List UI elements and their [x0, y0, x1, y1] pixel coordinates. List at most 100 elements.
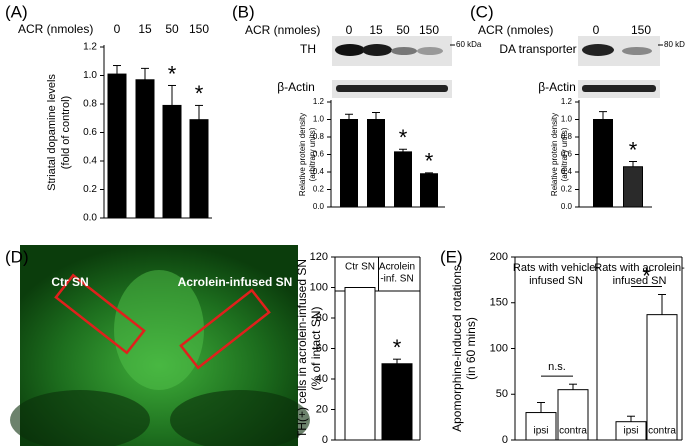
y-tick-label: 60	[316, 342, 328, 354]
y-tick-label: 0.6	[561, 150, 573, 159]
significance: *	[393, 335, 402, 360]
x-tick-label: contra	[559, 426, 587, 437]
x-tick-label: Acrolein	[379, 262, 415, 273]
panel-label: (A)	[5, 2, 28, 21]
significance: *	[168, 61, 177, 86]
x-tick-label: 50	[165, 22, 179, 36]
y-axis-label: Apomorphine-induced rotations	[450, 265, 464, 432]
y-tick-label: 1.2	[561, 97, 573, 106]
x-tick-label: -inf. SN	[380, 274, 413, 285]
y-tick-label: 200	[490, 251, 508, 263]
y-axis-label: TH(+) cells in acrolein-infused SN	[295, 259, 309, 438]
y-tick-label: 1.0	[561, 115, 573, 124]
x-header: ACR (nmoles)	[18, 22, 93, 36]
blot-label: β-Actin	[538, 80, 576, 94]
y-axis-label: (fold of control)	[60, 96, 72, 169]
bar	[344, 287, 376, 441]
blot-label: DA transporter	[499, 42, 576, 56]
y-tick-label: 40	[316, 373, 328, 385]
blot-size: 60 kDa	[456, 40, 482, 49]
comparison-label: *	[642, 263, 651, 288]
panel-label: (D)	[5, 247, 29, 266]
y-tick-label: 100	[490, 342, 508, 354]
significance: *	[425, 149, 434, 174]
panel-label: (B)	[232, 2, 255, 21]
x-tick-label: contra	[648, 426, 676, 437]
y-axis-label: Striatal dopamine levels	[46, 74, 58, 191]
x-tick-label: 15	[369, 23, 383, 37]
y-tick-label: 0.2	[83, 184, 97, 195]
image-label: Acrolein-infused SN	[178, 275, 293, 289]
y-tick-label: 150	[490, 297, 508, 309]
y-tick-label: 0.6	[83, 127, 97, 138]
x-tick-label: ipsi	[623, 426, 638, 437]
y-axis-label: Relative protein density	[298, 113, 307, 196]
blot-c	[578, 36, 660, 98]
y-axis-label: Relative protein density	[550, 113, 559, 196]
x-tick-label: 0	[114, 22, 121, 36]
significance: *	[399, 125, 408, 150]
y-tick-label: 0.6	[313, 150, 325, 159]
bar	[340, 119, 358, 208]
bar	[646, 314, 678, 441]
y-tick-label: 0	[322, 434, 328, 446]
bar	[381, 363, 413, 441]
y-tick-label: 100	[310, 281, 328, 293]
bar	[189, 119, 209, 219]
y-tick-label: 1.0	[83, 70, 97, 81]
bar	[525, 412, 557, 441]
group-label: infused SN	[529, 275, 583, 287]
image-label: Ctr SN	[51, 275, 88, 289]
y-tick-label: 1.2	[313, 97, 325, 106]
blot-b	[332, 36, 452, 98]
y-tick-label: 0.0	[313, 202, 325, 211]
comparison-label: n.s.	[548, 361, 566, 373]
y-tick-label: 20	[316, 403, 328, 415]
x-tick-label: 50	[396, 23, 410, 37]
y-tick-label: 0.2	[313, 185, 325, 194]
group-label: Rats with vehicle-	[513, 262, 600, 274]
panel-label: (E)	[440, 247, 463, 266]
y-tick-label: 1.2	[83, 42, 97, 53]
y-tick-label: 0.4	[83, 156, 97, 167]
x-header: ACR (nmoles)	[478, 23, 553, 37]
y-axis-label: (in 60 mins)	[464, 317, 478, 380]
y-tick-label: 0.0	[561, 202, 573, 211]
y-axis-label: (arbitrary units)	[308, 127, 317, 181]
bar	[367, 119, 385, 208]
y-tick-label: 0.0	[83, 213, 97, 224]
blot-label: β-Actin	[277, 80, 315, 94]
bar	[162, 104, 182, 219]
y-tick-label: 0.4	[561, 167, 573, 176]
significance: *	[195, 81, 204, 106]
bar	[107, 73, 127, 219]
x-tick-label: 150	[419, 23, 439, 37]
bar	[394, 151, 412, 208]
y-tick-label: 0.8	[561, 132, 573, 141]
y-tick-label: 120	[310, 251, 328, 263]
x-tick-label: 0	[346, 23, 353, 37]
y-tick-label: 0	[502, 434, 508, 446]
x-tick-label: 15	[138, 22, 152, 36]
x-tick-label: ipsi	[533, 426, 548, 437]
micrograph: Ctr SN Acrolein-infused SN	[10, 245, 310, 446]
x-tick-label: 0	[593, 23, 600, 37]
blot-size: 80 kDa	[664, 40, 685, 49]
bar	[135, 79, 155, 219]
x-tick-label: Ctr SN	[345, 262, 375, 273]
y-tick-label: 1.0	[313, 115, 325, 124]
y-tick-label: 0.4	[313, 167, 325, 176]
y-tick-label: 50	[496, 388, 508, 400]
y-axis-label: (% of intact SN)	[309, 306, 323, 390]
x-header: ACR (nmoles)	[245, 23, 320, 37]
x-tick-label: 150	[631, 23, 651, 37]
y-tick-label: 0.2	[561, 185, 573, 194]
x-tick-label: 150	[189, 22, 209, 36]
group-label: infused SN	[613, 275, 667, 287]
significance: *	[629, 137, 638, 162]
y-axis-label: (arbitrary units)	[560, 127, 569, 181]
panel-label: (C)	[470, 2, 494, 21]
group-label: Rats with acrolein-	[594, 262, 685, 274]
bar	[593, 119, 613, 208]
